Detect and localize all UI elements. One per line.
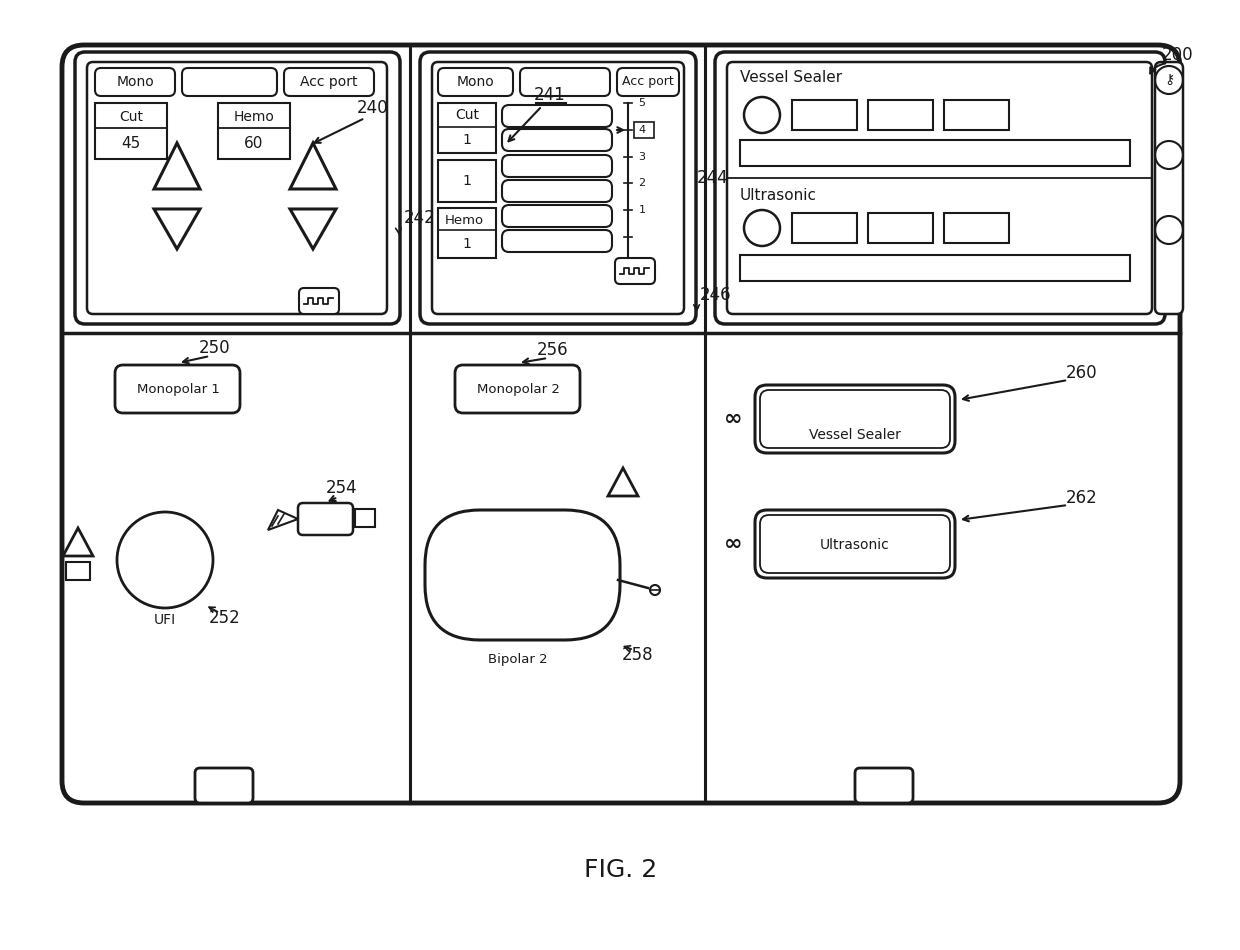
Bar	[944, 213, 1009, 243]
FancyBboxPatch shape	[502, 155, 613, 177]
Text: 3: 3	[639, 152, 646, 162]
FancyBboxPatch shape	[432, 62, 684, 314]
Text: 241: 241	[534, 86, 565, 104]
Bar	[218, 103, 290, 159]
Text: 1: 1	[463, 133, 471, 147]
Text: 5: 5	[639, 98, 646, 108]
FancyBboxPatch shape	[438, 68, 513, 96]
FancyBboxPatch shape	[74, 52, 401, 324]
FancyBboxPatch shape	[520, 68, 610, 96]
Text: 260: 260	[1066, 364, 1097, 382]
FancyBboxPatch shape	[115, 365, 241, 413]
Bar	[95, 103, 167, 159]
Text: 1: 1	[463, 237, 471, 251]
Text: Cut: Cut	[119, 110, 143, 124]
FancyBboxPatch shape	[618, 68, 680, 96]
Text: 240: 240	[357, 99, 389, 117]
Text: 200: 200	[1162, 46, 1194, 64]
FancyBboxPatch shape	[62, 45, 1180, 803]
Bar	[634, 122, 653, 138]
Bar	[944, 100, 1009, 130]
FancyBboxPatch shape	[195, 768, 253, 803]
FancyBboxPatch shape	[502, 105, 613, 127]
FancyBboxPatch shape	[420, 52, 696, 324]
FancyBboxPatch shape	[182, 68, 277, 96]
Text: Bipolar 2: Bipolar 2	[489, 654, 548, 667]
Text: 256: 256	[537, 341, 569, 359]
Text: 4: 4	[639, 125, 646, 135]
Bar	[792, 100, 857, 130]
FancyBboxPatch shape	[502, 180, 613, 202]
FancyBboxPatch shape	[425, 510, 620, 640]
Text: ∞: ∞	[724, 534, 743, 554]
Text: Vessel Sealer: Vessel Sealer	[740, 70, 842, 86]
Text: 60: 60	[244, 136, 264, 150]
Bar	[66, 562, 91, 580]
Bar	[740, 255, 1130, 281]
Text: 1: 1	[463, 174, 471, 188]
Bar	[438, 208, 496, 258]
Text: Mono: Mono	[458, 75, 495, 89]
Text: 254: 254	[326, 479, 358, 497]
FancyBboxPatch shape	[87, 62, 387, 314]
FancyBboxPatch shape	[284, 68, 374, 96]
Bar	[438, 103, 496, 153]
Text: 1: 1	[639, 205, 646, 215]
FancyBboxPatch shape	[615, 258, 655, 284]
FancyBboxPatch shape	[502, 205, 613, 227]
FancyBboxPatch shape	[755, 385, 955, 453]
FancyBboxPatch shape	[502, 230, 613, 252]
Text: 244: 244	[697, 169, 729, 187]
Bar	[868, 100, 932, 130]
Text: ⚷: ⚷	[1164, 73, 1174, 87]
FancyBboxPatch shape	[727, 62, 1152, 314]
FancyBboxPatch shape	[455, 365, 580, 413]
Text: Acc port: Acc port	[622, 75, 673, 88]
FancyBboxPatch shape	[755, 510, 955, 578]
FancyBboxPatch shape	[760, 515, 950, 573]
Text: Monopolar 2: Monopolar 2	[476, 384, 559, 396]
FancyBboxPatch shape	[95, 68, 175, 96]
FancyBboxPatch shape	[760, 390, 950, 448]
FancyBboxPatch shape	[502, 129, 613, 151]
FancyBboxPatch shape	[298, 503, 353, 535]
Text: ∞: ∞	[724, 409, 743, 429]
FancyBboxPatch shape	[299, 288, 339, 314]
Text: 262: 262	[1066, 489, 1097, 507]
Text: 250: 250	[200, 339, 231, 357]
FancyBboxPatch shape	[715, 52, 1166, 324]
Text: 242: 242	[404, 209, 435, 227]
Text: Monopolar 1: Monopolar 1	[136, 384, 219, 396]
Text: Hemo: Hemo	[233, 110, 274, 124]
Text: Hemo: Hemo	[444, 214, 484, 226]
FancyBboxPatch shape	[856, 768, 913, 803]
Text: 258: 258	[622, 646, 653, 664]
Text: Ultrasonic: Ultrasonic	[820, 538, 890, 552]
Text: Vessel Sealer: Vessel Sealer	[808, 428, 901, 442]
Bar	[355, 509, 374, 527]
Bar	[438, 160, 496, 202]
Text: Mono: Mono	[117, 75, 154, 89]
Text: Ultrasonic: Ultrasonic	[740, 187, 817, 202]
Text: 246: 246	[701, 286, 732, 304]
Text: 45: 45	[122, 136, 140, 150]
Text: 252: 252	[210, 609, 241, 627]
Bar	[740, 140, 1130, 166]
Text: Acc port: Acc port	[300, 75, 358, 89]
Text: Cut: Cut	[455, 108, 479, 122]
Bar	[792, 213, 857, 243]
Text: FIG. 2: FIG. 2	[584, 858, 657, 882]
Text: 2: 2	[639, 178, 646, 188]
Text: UFI: UFI	[154, 613, 176, 627]
Bar	[868, 213, 932, 243]
FancyBboxPatch shape	[1154, 62, 1183, 314]
